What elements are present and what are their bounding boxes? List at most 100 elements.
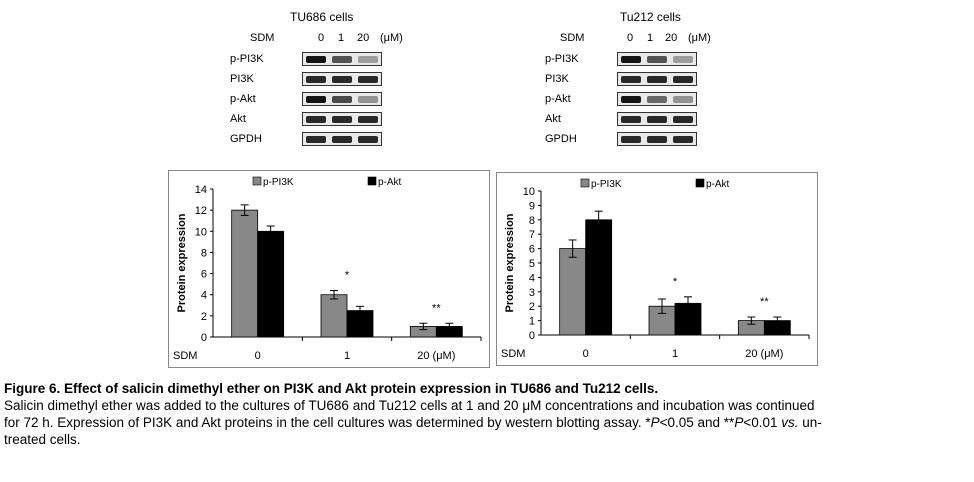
y-tick-label: 0 — [529, 330, 535, 342]
blot-band — [647, 135, 667, 143]
caption-line: Salicin dimethyl ether was added to the … — [4, 398, 815, 413]
blot-band — [673, 75, 693, 83]
blot-strip — [617, 112, 697, 126]
blot-band — [647, 55, 667, 63]
blot-strip — [617, 52, 697, 66]
unit-label: (μM) — [380, 32, 403, 44]
x-tick-label: 1 — [672, 348, 678, 360]
blot-band — [647, 75, 667, 83]
dose-label: 20 — [665, 32, 678, 44]
blot-panel-tu686: TU686 cells SDM 0 1 20 (μM) p-PI3K PI3K p-… — [230, 8, 430, 158]
blot-band — [358, 75, 378, 83]
blot-band — [332, 95, 352, 103]
legend-label: p-PI3K — [591, 179, 622, 190]
blot-strip — [617, 92, 697, 106]
blot-band — [647, 95, 667, 103]
blot-band — [621, 55, 641, 63]
x-axis-label: SDM — [501, 348, 525, 360]
legend-swatch — [252, 176, 262, 186]
significance-label: * — [345, 269, 350, 281]
caption-line: for 72 h. Expression of PI3K and Akt pro… — [4, 414, 972, 431]
significance-label: ** — [432, 302, 441, 314]
blot-strip — [302, 72, 382, 86]
blot-band — [673, 95, 693, 103]
blot-band — [332, 115, 352, 123]
blot-band — [358, 115, 378, 123]
unit-label: (μM) — [688, 32, 711, 44]
significance-label: * — [673, 276, 678, 288]
y-tick-label: 6 — [201, 269, 207, 281]
blot-band — [647, 115, 667, 123]
blot-row-label: PI3K — [545, 73, 569, 85]
y-tick-label: 2 — [529, 301, 535, 313]
y-tick-label: 7 — [529, 229, 535, 241]
y-tick-label: 14 — [195, 184, 207, 196]
sdm-label: SDM — [250, 32, 275, 44]
blot-band — [306, 75, 326, 83]
caption-text: P — [650, 415, 660, 430]
blot-band — [673, 135, 693, 143]
blot-title: Tu212 cells — [620, 10, 681, 24]
y-tick-label: 6 — [529, 244, 535, 256]
blot-band — [306, 115, 326, 123]
x-tick-label: 1 — [344, 350, 350, 362]
chart-panel-tu212: 0 1 2 3 4 5 6 7 8 9 10 Protein expression 0 1 * 20 (μM)… — [496, 172, 818, 366]
blot-strip — [617, 72, 697, 86]
blot-band — [358, 55, 378, 63]
caption-line: treated cells. — [4, 432, 81, 447]
blot-band — [332, 75, 352, 83]
y-tick-label: 10 — [195, 226, 207, 238]
blot-row-label: GPDH — [545, 133, 577, 145]
dose-label: 0 — [318, 32, 325, 44]
y-axis-label: Protein expression — [176, 213, 188, 312]
blot-band — [621, 115, 641, 123]
dose-label: 1 — [338, 32, 345, 44]
y-axis-label: Protein expression — [504, 213, 516, 312]
blot-row-label: p-PI3K — [545, 53, 579, 65]
legend-label: p-Akt — [706, 179, 730, 190]
x-tick-label: 0 — [255, 350, 261, 362]
dose-label: 20 — [357, 32, 370, 44]
y-tick-label: 5 — [529, 258, 535, 270]
blot-band — [673, 55, 693, 63]
x-tick-label: 20 (μM) — [417, 350, 455, 362]
bar — [231, 209, 259, 338]
dose-label: 1 — [647, 32, 654, 44]
x-axis-label: SDM — [173, 350, 197, 362]
blot-band — [621, 135, 641, 143]
blot-band — [306, 135, 326, 143]
blot-band — [358, 95, 378, 103]
x-tick-label: 20 (μM) — [745, 348, 783, 360]
blot-strip — [302, 132, 382, 146]
y-tick-label: 8 — [201, 247, 207, 259]
y-tick-label: 4 — [201, 290, 207, 302]
caption-text: P — [734, 415, 744, 430]
bar — [257, 230, 285, 338]
caption-text: <0.05 and ** — [659, 415, 735, 430]
blot-strip — [617, 132, 697, 146]
blot-row-label: p-Akt — [230, 93, 256, 105]
blot-band — [358, 135, 378, 143]
sdm-label: SDM — [560, 32, 585, 44]
caption-text: <0.01 — [743, 415, 782, 430]
figure-caption-body: Salicin dimethyl ether was added to the … — [4, 397, 972, 448]
y-tick-label: 2 — [201, 311, 207, 323]
bar-chart-tu212: 0 1 2 3 4 5 6 7 8 9 10 Protein expression 0 1 * 20 (μM)… — [501, 178, 810, 360]
y-tick-label: 8 — [529, 215, 535, 227]
blot-row-label: PI3K — [230, 73, 254, 85]
blot-row-label: Akt — [230, 113, 246, 125]
blot-band — [332, 55, 352, 63]
blot-strip — [302, 52, 382, 66]
y-tick-label: 12 — [195, 205, 207, 217]
blot-row-label: p-Akt — [545, 93, 571, 105]
y-tick-label: 10 — [523, 186, 535, 198]
x-tick-label: 0 — [583, 348, 589, 360]
legend-swatch — [367, 176, 377, 186]
blot-row-label: p-PI3K — [230, 53, 264, 65]
legend-label: p-Akt — [378, 177, 402, 188]
blot-band — [332, 135, 352, 143]
chart-panel-tu686: 0 2 4 6 8 10 12 14 Protein expression 0 1 * 20 (μM) *… — [168, 170, 490, 368]
y-tick-label: 4 — [529, 272, 535, 284]
blot-band — [306, 95, 326, 103]
dose-label: 0 — [627, 32, 634, 44]
